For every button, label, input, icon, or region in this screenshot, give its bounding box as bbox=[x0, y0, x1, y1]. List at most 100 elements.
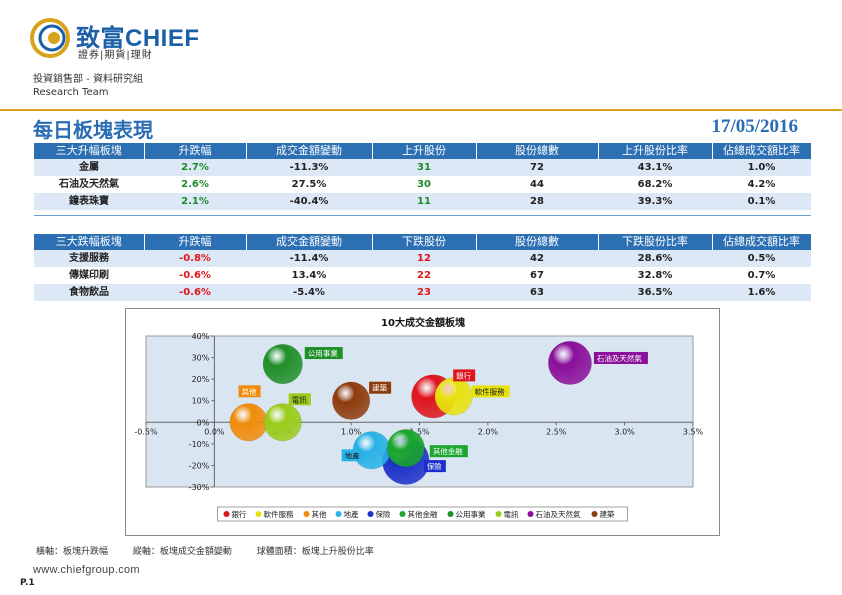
brand-tagline: 證券|期貨|理財 bbox=[78, 50, 153, 61]
report-date: 17/05/2016 bbox=[711, 116, 798, 137]
column-header: 成交金額變動 bbox=[246, 234, 373, 250]
rising-count-cell: 30 bbox=[417, 179, 431, 190]
department-block: 投資銷售部 - 資料研究組 Research Team bbox=[33, 73, 143, 99]
turnover-change-cell: 27.5% bbox=[291, 179, 327, 190]
point-label: 其他 bbox=[242, 386, 257, 396]
ratio-cell: 28.6% bbox=[598, 250, 712, 267]
rising-count-cell: 31 bbox=[372, 159, 476, 176]
column-header: 上升股份 bbox=[372, 143, 477, 159]
column-header: 下跌股份比率 bbox=[598, 234, 713, 250]
bubble-6 bbox=[386, 429, 425, 468]
legend-label: 地產 bbox=[344, 509, 359, 519]
table-row: 食物飲品 -0.6% -5.4% 23 63 36.5% 1.6% bbox=[34, 284, 811, 301]
y-tick-label: -20% bbox=[189, 461, 210, 470]
point-label-box bbox=[369, 381, 392, 394]
table-row: 支援服務 -0.8% -11.4% 12 42 28.6% 0.5% bbox=[34, 250, 811, 267]
bubble-2 bbox=[434, 377, 473, 416]
legend-label: 銀行 bbox=[232, 509, 247, 519]
ratio-cell: 43.1% bbox=[598, 159, 712, 176]
point-label: 建築 bbox=[372, 383, 387, 393]
legend-marker bbox=[399, 511, 406, 517]
point-label-box bbox=[471, 385, 510, 398]
sector-cell: 傳媒印刷 bbox=[69, 270, 109, 281]
legend-marker bbox=[447, 511, 454, 517]
point-label: 地產 bbox=[345, 450, 360, 460]
change-cell: -0.8% bbox=[144, 250, 246, 267]
falling-count-cell: 23 bbox=[372, 284, 476, 301]
change-cell: 2.7% bbox=[144, 159, 246, 176]
legend-label: 公用事業 bbox=[456, 509, 486, 519]
point-label-box bbox=[429, 445, 468, 458]
legend-marker bbox=[495, 511, 502, 517]
point-label-box bbox=[288, 393, 311, 406]
company-logo: 致富CHIEF 證券|期貨|理財 bbox=[30, 16, 240, 62]
header-divider bbox=[0, 109, 842, 111]
legend-marker bbox=[591, 511, 598, 517]
table-divider bbox=[34, 215, 811, 216]
column-header: 股份總數 bbox=[476, 143, 599, 159]
column-header: 三大升幅板塊 bbox=[34, 143, 145, 159]
bubble-9 bbox=[547, 341, 592, 385]
sector-cell: 金屬 bbox=[34, 159, 144, 176]
point-label: 電訊 bbox=[292, 394, 307, 404]
x-tick-label: 3.5% bbox=[683, 427, 704, 436]
brand-cn: 致富 bbox=[76, 25, 125, 52]
column-header: 股份總數 bbox=[476, 234, 599, 250]
ratio-cell: 68.2% bbox=[637, 179, 673, 190]
share-cell: 1.6% bbox=[712, 284, 811, 301]
turnover-change-cell: -40.4% bbox=[246, 193, 372, 210]
falling-count-cell: 12 bbox=[372, 250, 476, 267]
total-count-cell: 72 bbox=[476, 159, 598, 176]
point-label-box bbox=[304, 347, 343, 360]
column-header: 成交金額變動 bbox=[246, 143, 373, 159]
point-label: 公用事業 bbox=[308, 348, 338, 358]
top-rising-sectors-table: 三大升幅板塊 升跌幅 成交金額變動 上升股份 股份總數 上升股份比率 佔總成交額… bbox=[34, 143, 812, 210]
turnover-change-cell: -11.3% bbox=[246, 159, 372, 176]
total-count-cell: 67 bbox=[530, 270, 544, 281]
top-falling-sectors-table: 三大跌幅板塊 升跌幅 成交金額變動 下跌股份 股份總數 下跌股份比率 佔總成交額… bbox=[34, 234, 812, 301]
table-row: 石油及天然氣 2.6% 27.5% 30 44 68.2% 4.2% bbox=[34, 176, 811, 193]
legend-label: 保險 bbox=[376, 509, 391, 519]
total-count-cell: 44 bbox=[530, 179, 544, 190]
change-cell: -0.6% bbox=[144, 284, 246, 301]
turnover-change-cell: -11.4% bbox=[246, 250, 372, 267]
y-tick-label: -10% bbox=[189, 440, 210, 449]
share-cell: 1.0% bbox=[712, 159, 811, 176]
change-cell: 2.1% bbox=[144, 193, 246, 210]
point-label-box bbox=[423, 460, 446, 473]
legend-box bbox=[217, 506, 628, 522]
y-tick-label: -30% bbox=[189, 483, 210, 492]
change-cell: -0.6% bbox=[179, 270, 211, 281]
point-label: 保險 bbox=[427, 461, 442, 471]
x-tick-label: 1.5% bbox=[409, 427, 430, 436]
table-header-row: 三大升幅板塊 升跌幅 成交金額變動 上升股份 股份總數 上升股份比率 佔總成交額… bbox=[34, 143, 812, 159]
change-cell: 2.6% bbox=[181, 179, 209, 190]
y-tick-label: 40% bbox=[192, 332, 210, 341]
column-header: 三大跌幅板塊 bbox=[34, 234, 145, 250]
total-count-cell: 42 bbox=[476, 250, 598, 267]
bubble-8 bbox=[263, 403, 302, 442]
point-label: 軟件服務 bbox=[475, 386, 505, 396]
chart-svg: 10大成交金額板塊 -30% -20% -10% 0% 10% 20% 30% 40% -0.5%… bbox=[134, 316, 704, 522]
x-tick-label: 2.5% bbox=[546, 427, 567, 436]
turnover-change-cell: -5.4% bbox=[246, 284, 372, 301]
website-link[interactable]: www.chiefgroup.com bbox=[33, 564, 140, 576]
sector-cell: 石油及天然氣 bbox=[59, 179, 119, 190]
legend-marker bbox=[303, 511, 310, 517]
point-label-box bbox=[453, 369, 476, 382]
bubble-7 bbox=[262, 343, 303, 385]
point-label: 其他金融 bbox=[433, 446, 463, 456]
brand-en: CHIEF bbox=[125, 25, 200, 52]
y-tick-label: 20% bbox=[192, 375, 210, 384]
legend-label: 軟件服務 bbox=[264, 509, 294, 519]
x-tick-label: -0.5% bbox=[134, 427, 158, 436]
chief-swirl-icon bbox=[30, 18, 70, 58]
share-cell: 0.5% bbox=[712, 250, 811, 267]
sector-bubble-chart: 10大成交金額板塊 -30% -20% -10% 0% 10% 20% 30% 40% -0.5%… bbox=[125, 308, 720, 536]
point-label: 銀行 bbox=[456, 370, 471, 380]
legend-marker bbox=[527, 511, 534, 517]
legend-marker bbox=[255, 511, 262, 517]
legend-marker bbox=[335, 511, 342, 517]
brand-name: 致富CHIEF bbox=[76, 18, 200, 53]
ratio-cell: 36.5% bbox=[598, 284, 712, 301]
